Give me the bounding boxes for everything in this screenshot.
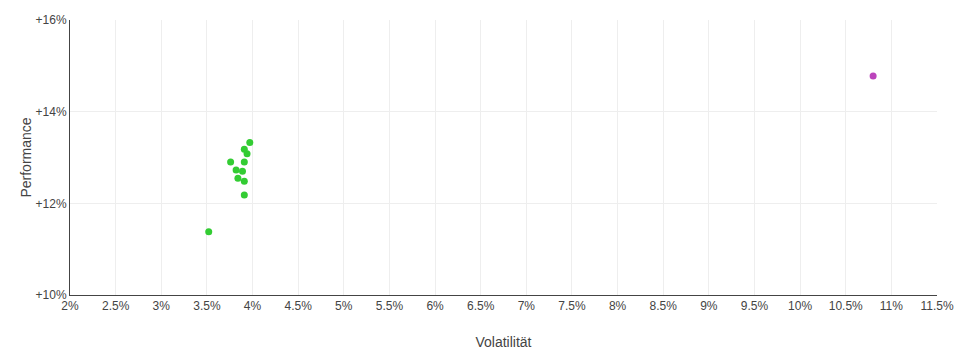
- svg-text:8.5%: 8.5%: [650, 299, 678, 313]
- svg-text:11.5%: 11.5%: [920, 299, 953, 313]
- svg-text:6.5%: 6.5%: [467, 299, 495, 313]
- svg-text:2.5%: 2.5%: [102, 299, 130, 313]
- svg-text:+16%: +16%: [36, 13, 67, 27]
- svg-text:9%: 9%: [700, 299, 718, 313]
- svg-text:+12%: +12%: [36, 197, 67, 211]
- svg-text:+14%: +14%: [36, 105, 67, 119]
- svg-text:10%: 10%: [788, 299, 812, 313]
- svg-text:Performance: Performance: [18, 117, 34, 197]
- svg-text:5.5%: 5.5%: [376, 299, 404, 313]
- svg-text:5%: 5%: [335, 299, 353, 313]
- svg-text:11%: 11%: [880, 299, 903, 313]
- svg-text:9.5%: 9.5%: [741, 299, 769, 313]
- svg-text:4.5%: 4.5%: [284, 299, 312, 313]
- svg-text:3%: 3%: [153, 299, 171, 313]
- svg-text:7.5%: 7.5%: [558, 299, 586, 313]
- svg-text:Volatilität: Volatilität: [475, 334, 531, 350]
- svg-text:4%: 4%: [244, 299, 262, 313]
- svg-text:3.5%: 3.5%: [193, 299, 221, 313]
- svg-text:6%: 6%: [426, 299, 444, 313]
- svg-text:10.5%: 10.5%: [829, 299, 863, 313]
- svg-text:2%: 2%: [61, 299, 79, 313]
- svg-text:+10%: +10%: [36, 288, 67, 302]
- svg-text:8%: 8%: [609, 299, 627, 313]
- svg-text:7%: 7%: [518, 299, 536, 313]
